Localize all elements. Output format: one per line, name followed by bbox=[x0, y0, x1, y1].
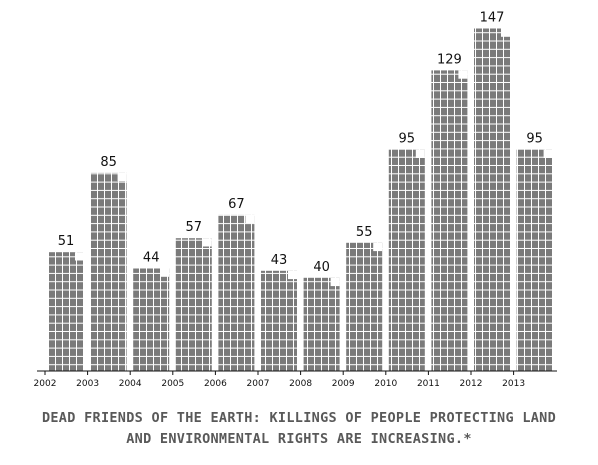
bar-2012 bbox=[474, 28, 510, 371]
value-label-2004: 44 bbox=[143, 251, 160, 266]
bar-2005 bbox=[175, 238, 212, 371]
bar-step-2004 bbox=[160, 268, 170, 277]
bar-step-2005 bbox=[202, 238, 212, 247]
x-tick-label-2007: 2007 bbox=[247, 379, 270, 389]
bar-2013 bbox=[516, 149, 553, 371]
bar-2010 bbox=[388, 149, 425, 371]
chart-title-line-1: DEAD FRIENDS OF THE EARTH: KILLINGS OF P… bbox=[41, 410, 557, 426]
bar-2011 bbox=[431, 70, 468, 372]
bar-2003 bbox=[90, 172, 127, 371]
value-label-2008: 40 bbox=[313, 260, 330, 275]
bars-group bbox=[48, 28, 553, 372]
bar-2008 bbox=[303, 277, 340, 371]
x-tick-label-2008: 2008 bbox=[289, 379, 312, 389]
bar-step-2012 bbox=[501, 28, 510, 37]
x-tick-label-2009: 2009 bbox=[332, 379, 355, 389]
value-label-2010: 95 bbox=[399, 132, 416, 147]
bar-2004 bbox=[133, 268, 170, 371]
bar-step-2006 bbox=[245, 214, 255, 224]
bar-step-2003 bbox=[117, 172, 127, 182]
chart-title-line-2: AND ENVIRONMENTAL RIGHTS ARE INCREASING.… bbox=[126, 431, 472, 447]
bar-step-2011 bbox=[458, 70, 468, 79]
bar-step-2010 bbox=[415, 149, 425, 158]
bar-step-2008 bbox=[330, 277, 340, 287]
value-labels-group: 51 85 44 57 67 43 40 55 95 129 147 95 bbox=[58, 11, 543, 275]
value-label-2009: 55 bbox=[356, 225, 373, 240]
value-label-2003: 85 bbox=[100, 155, 117, 170]
value-label-2012: 147 bbox=[480, 11, 505, 26]
value-label-2013: 95 bbox=[526, 132, 543, 147]
bar-step-2013 bbox=[543, 149, 553, 158]
value-label-2005: 57 bbox=[186, 220, 203, 235]
bar-2006 bbox=[218, 214, 255, 371]
x-tick-label-2005: 2005 bbox=[161, 379, 184, 389]
bar-step-2002 bbox=[75, 252, 84, 261]
value-label-2011: 129 bbox=[437, 52, 462, 67]
bar-2002 bbox=[48, 252, 84, 371]
x-tick-label-2011: 2011 bbox=[417, 379, 440, 389]
x-tick-label-2003: 2003 bbox=[76, 379, 99, 389]
value-label-2002: 51 bbox=[58, 234, 75, 249]
x-tick-label-2013: 2013 bbox=[502, 379, 525, 389]
x-tick-label-2012: 2012 bbox=[460, 379, 483, 389]
value-label-2006: 67 bbox=[228, 197, 245, 212]
x-tick-label-2010: 2010 bbox=[374, 379, 397, 389]
x-tick-label-2002: 2002 bbox=[34, 379, 57, 389]
bar-step-2007 bbox=[288, 270, 297, 280]
x-tick-label-2004: 2004 bbox=[119, 379, 142, 389]
x-axis-ticks-group: 2002 2003 2004 2005 2006 2007 2008 2009 2010 2011… bbox=[34, 371, 525, 389]
bar-step-2009 bbox=[373, 242, 383, 252]
x-tick-label-2006: 2006 bbox=[204, 379, 227, 389]
value-label-2007: 43 bbox=[271, 253, 288, 268]
bar-2007 bbox=[261, 270, 297, 371]
bar-2009 bbox=[346, 242, 383, 371]
